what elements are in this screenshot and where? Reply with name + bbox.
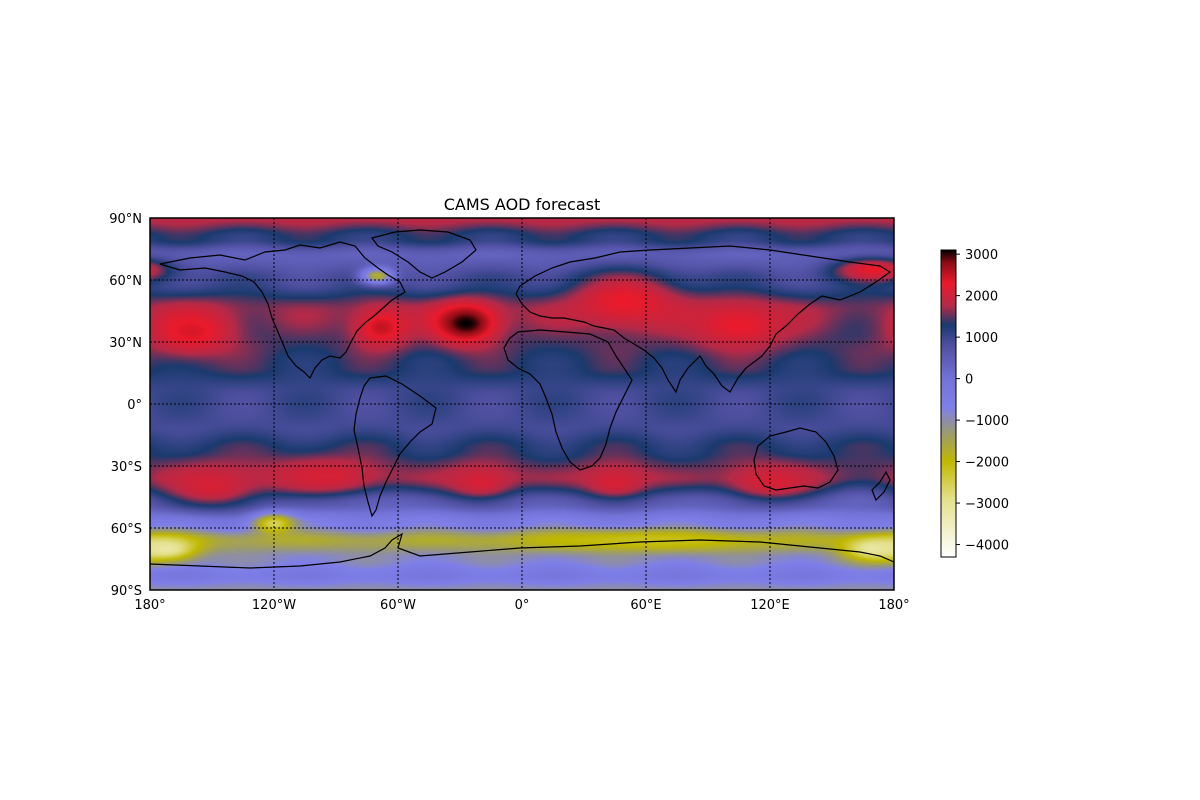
australia-coastline bbox=[753, 427, 839, 491]
y-tick-label: 90°N bbox=[109, 212, 142, 227]
new-zealand-coastline bbox=[871, 470, 891, 502]
x-tick-labels: 180° 120°W 60°W 0° 60°E 120°E 180° bbox=[134, 598, 909, 613]
x-tick-label: 180° bbox=[134, 598, 165, 613]
colorbar-fill bbox=[941, 250, 956, 557]
x-tick-label: 0° bbox=[515, 598, 530, 613]
colorbar-tick-label: 0 bbox=[965, 373, 973, 388]
y-tick-label: 30°S bbox=[111, 460, 142, 475]
colorbar-tick-label: −3000 bbox=[965, 497, 1009, 512]
y-tick-label: 30°N bbox=[109, 336, 142, 351]
y-tick-label: 90°S bbox=[111, 584, 142, 599]
x-tick-label: 60°W bbox=[380, 598, 416, 613]
greenland-coastline bbox=[370, 229, 477, 279]
europe-asia-coastline bbox=[515, 245, 892, 394]
map-area bbox=[149, 217, 895, 591]
colorbar-tick-label: 1000 bbox=[965, 331, 998, 346]
colorbar-frame bbox=[940, 249, 957, 558]
colorbar-ticks: 3000 2000 1000 0 −1000 −2000 −3000 −4000 bbox=[956, 248, 1009, 554]
colorbar-tick-label: 2000 bbox=[965, 290, 998, 305]
colorbar-tick-label: −1000 bbox=[965, 414, 1009, 429]
y-tick-label: 60°S bbox=[111, 522, 142, 537]
chart-title: CAMS AOD forecast bbox=[444, 195, 601, 214]
x-tick-label: 180° bbox=[878, 598, 909, 613]
y-tick-labels: 90°N 60°N 30°N 0° 30°S 60°S 90°S bbox=[109, 212, 142, 599]
y-tick-label: 0° bbox=[127, 398, 142, 413]
map-frame bbox=[149, 217, 895, 591]
colorbar-tick-label: −4000 bbox=[965, 539, 1009, 554]
x-tick-label: 120°W bbox=[252, 598, 296, 613]
gridlines bbox=[150, 218, 894, 590]
antarctica-coastline bbox=[150, 532, 894, 569]
x-tick-label: 60°E bbox=[630, 598, 661, 613]
x-tick-label: 120°E bbox=[750, 598, 790, 613]
colorbar-tick-label: 3000 bbox=[965, 248, 998, 263]
colorbar: 3000 2000 1000 0 −1000 −2000 −3000 −4000 bbox=[940, 248, 1009, 558]
y-tick-label: 60°N bbox=[109, 274, 142, 289]
colorbar-tick-label: −2000 bbox=[965, 456, 1009, 471]
